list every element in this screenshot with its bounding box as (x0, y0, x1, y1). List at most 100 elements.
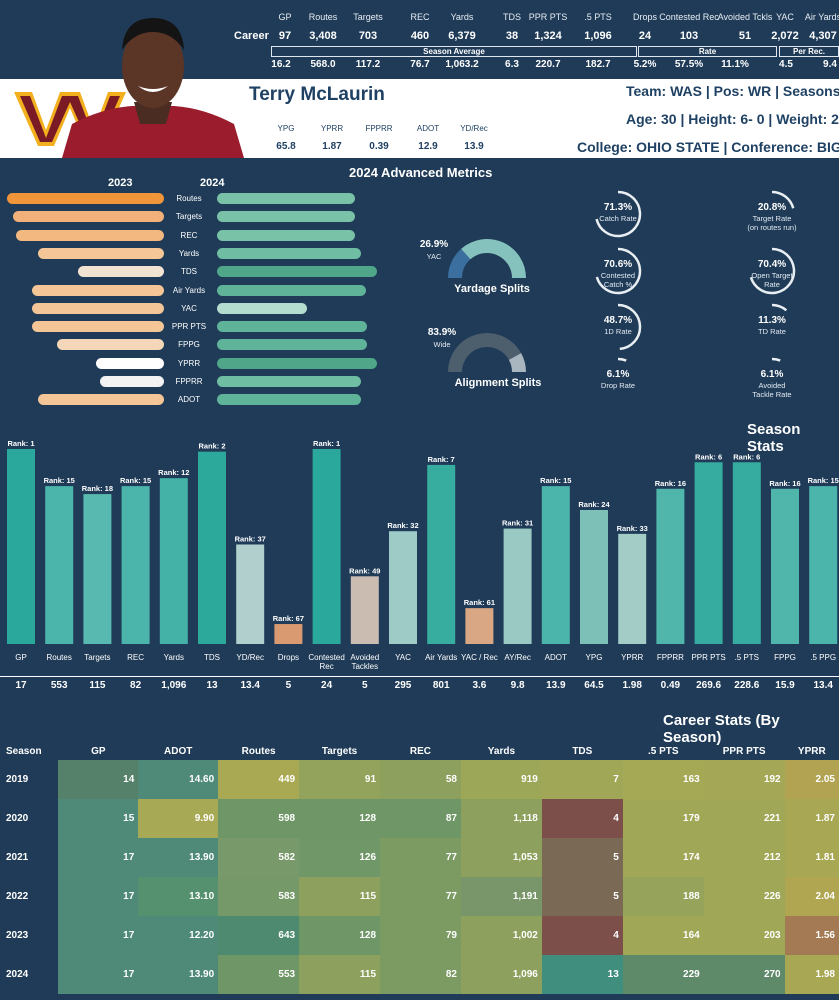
career-cell: 79 (380, 916, 461, 955)
comparison-label: Routes (176, 194, 202, 203)
player-substat-value: 1.87 (322, 141, 342, 152)
comparison-label: ADOT (177, 395, 201, 405)
career-stat-label: PPR PTS (528, 12, 568, 22)
rate-ring (771, 303, 788, 312)
season-rank-label: Rank: 24 (578, 500, 610, 509)
season-average-value: 4.5 (779, 59, 793, 70)
career-stat-label: Drops (632, 12, 657, 22)
ring-arc (771, 303, 788, 312)
comparison-label: TDS (181, 267, 197, 277)
bio-line-2: Age: 30 | Height: 6- 0 | Weight: 210 (626, 111, 839, 127)
career-col-header: YPRR (797, 745, 826, 757)
bar-2023 (7, 193, 164, 204)
alignment-gauge (448, 333, 526, 373)
ring-label-2: Rate (764, 280, 780, 289)
season-stat-value: 9.8 (510, 680, 525, 691)
season-rank-label: Rank: 49 (349, 566, 380, 575)
ring-arc (771, 357, 781, 362)
season-average-value: 9.4 (823, 59, 837, 70)
ring-value: 6.1% (606, 369, 630, 380)
season-rank-label: Rank: 16 (769, 479, 800, 488)
season-stat-label: Targets (84, 653, 111, 662)
career-cell: 1.81 (784, 838, 839, 877)
season-stat-value: 13.4 (813, 680, 833, 691)
ring-arc (617, 303, 642, 351)
career-col-header: Season (6, 745, 42, 757)
season-stat-label: PPR PTS (691, 653, 726, 662)
comparison-label: FPPG (178, 340, 200, 350)
bar-2024 (217, 339, 368, 351)
gauge-arc (508, 353, 526, 373)
bar-2024 (217, 211, 355, 223)
season-stat-label: GP (15, 653, 27, 662)
season-stat-value: 0.49 (660, 680, 681, 691)
ring-label: Catch Rate (599, 214, 637, 223)
career-cell: 449 (218, 760, 300, 799)
season-rank-label: Rank: 6 (733, 452, 760, 461)
season-rank-label: Rank: 12 (158, 468, 189, 477)
career-cell: 82 (380, 955, 461, 994)
career-cell: 4 (541, 799, 623, 838)
career-col-header: Routes (241, 745, 276, 757)
career-stat-value: 460 (410, 30, 430, 42)
bar-2024 (217, 193, 355, 204)
career-row: 2019 14 14.60 449 91 58 919 7 163 192 2.05 (0, 760, 839, 799)
season-stat-value: 228.6 (734, 680, 760, 691)
career-cell: 188 (622, 877, 704, 916)
season-average-value: 76.7 (410, 59, 430, 70)
season-bar (541, 486, 570, 644)
bio-line-1: Team: WAS | Pos: WR | Seasons: 6 (626, 83, 839, 99)
career-cell: 58 (380, 760, 461, 799)
season-stat-label: YD/Rec (236, 653, 264, 662)
bar-2023 (57, 339, 164, 351)
career-cell: 553 (218, 955, 300, 994)
season-bar (503, 528, 532, 644)
career-cell: 14 (58, 760, 139, 799)
player-substat-label: YD/Rec (460, 124, 488, 133)
career-cell: 179 (622, 799, 704, 838)
season-rank-label: Rank: 1 (313, 439, 340, 448)
season-bar (7, 449, 35, 644)
ring-label-2: Tackle Rate (752, 390, 792, 399)
career-stat-value: 6,379 (448, 30, 476, 42)
season-bar (580, 510, 608, 644)
rate-ring (595, 190, 642, 238)
career-stat-value: 1,096 (584, 30, 612, 42)
career-cell: 1,118 (460, 799, 542, 838)
gauge-arc (448, 333, 522, 373)
bar-2024 (217, 284, 366, 296)
season-bar (732, 462, 761, 644)
career-stat-label: YAC (776, 12, 794, 22)
career-cell: 174 (622, 838, 704, 877)
career-row: 2023 17 12.20 643 128 79 1,002 4 164 203 1.56 (0, 916, 839, 955)
bar-2023 (32, 284, 164, 296)
season-stat-label: YPG (585, 653, 603, 662)
career-col-header: TDS (572, 745, 593, 757)
career-cell: 643 (218, 916, 300, 955)
career-cell: 2.04 (784, 877, 839, 916)
career-cell: 77 (380, 877, 461, 916)
ring-arc (595, 247, 642, 295)
career-cell: 221 (703, 799, 785, 838)
season-stat-value: 1,096 (161, 680, 187, 691)
rate-ring (617, 303, 642, 351)
season-rank-label: Rank: 6 (695, 452, 722, 461)
comparison-label: YAC (181, 303, 197, 313)
season-rank-label: Rank: 1 (7, 439, 34, 448)
career-cell: 17 (58, 955, 139, 994)
season-stat-label: REC (127, 653, 145, 662)
season-rank-label: Rank: 18 (82, 484, 113, 493)
season-stat-label: .5 PPG (810, 653, 837, 662)
career-stat-label: REC (410, 12, 430, 22)
career-cell: 91 (299, 760, 381, 799)
season-rank-label: Rank: 33 (617, 524, 648, 533)
season-cell: 2023 (0, 916, 59, 955)
season-stat-label: ADOT (544, 653, 567, 662)
per-rec-box: Per Rec. (779, 46, 839, 57)
bar-2024 (217, 266, 377, 278)
season-stat-label: Drops (277, 653, 300, 662)
comparison-label: Targets (175, 212, 203, 222)
season-stat-value: 115 (89, 680, 106, 691)
bar-2024 (217, 357, 377, 369)
career-stat-value: 703 (358, 30, 378, 42)
